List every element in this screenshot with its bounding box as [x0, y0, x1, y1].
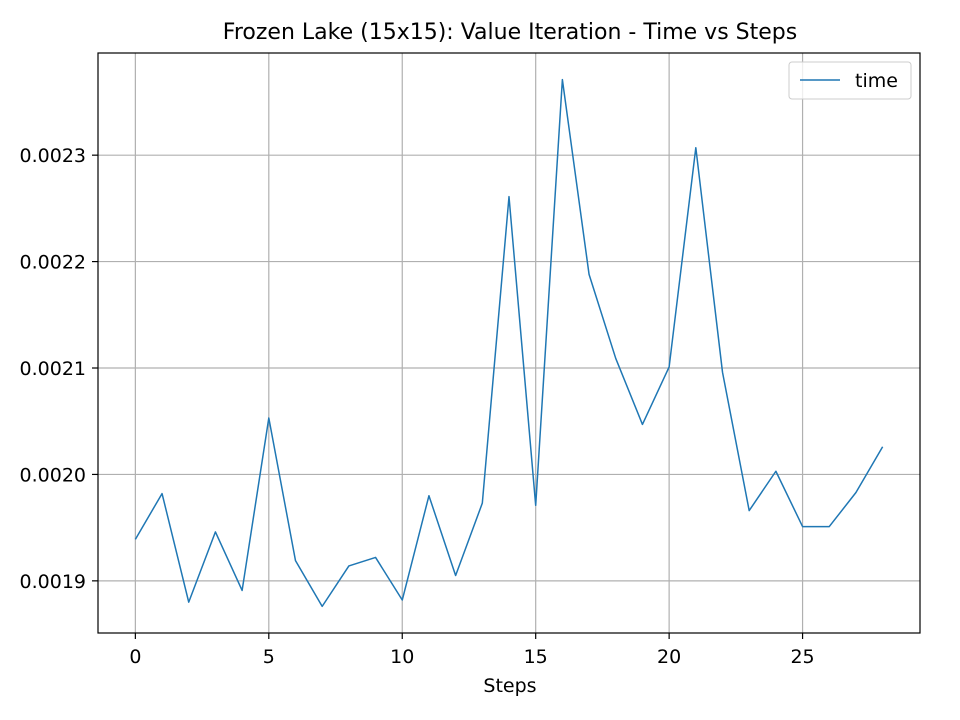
y-tick-label: 0.0020 — [20, 464, 86, 486]
series-line-time — [134, 78, 884, 608]
grid-lines — [98, 53, 920, 633]
y-tick-label: 0.0022 — [20, 252, 86, 274]
x-axis-label: Steps — [483, 675, 536, 697]
x-tick-label: 0 — [129, 646, 141, 668]
x-tick-label: 10 — [390, 646, 414, 668]
legend: time — [788, 61, 912, 100]
legend-label-time: time — [855, 70, 898, 92]
legend-box — [788, 61, 912, 100]
x-tick-label: 25 — [790, 646, 814, 668]
x-tick-label: 15 — [524, 646, 548, 668]
series-lines — [134, 78, 884, 608]
axis-ticks: 0 5 10 15 20 25 0.0019 0.0020 0.0021 0.0022 0.0023 — [20, 145, 815, 668]
y-tick-label: 0.0019 — [20, 571, 86, 593]
x-tick-label: 5 — [263, 646, 275, 668]
y-tick-label: 0.0023 — [20, 145, 86, 167]
plot-frame — [97, 52, 921, 634]
x-tick-label: 20 — [657, 646, 681, 668]
y-tick-label: 0.0021 — [20, 358, 86, 380]
chart-title: Frozen Lake (15x15): Value Iteration - T… — [223, 20, 797, 45]
